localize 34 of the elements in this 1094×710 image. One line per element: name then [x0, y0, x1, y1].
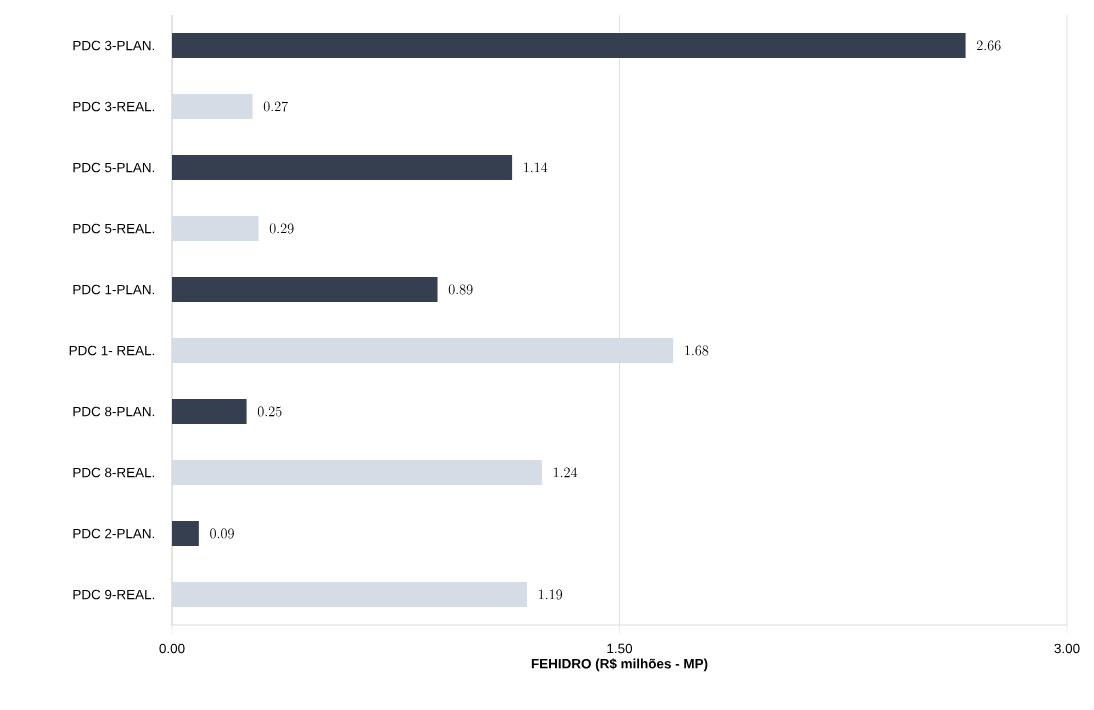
- y-tick-label: PDC 8-PLAN.: [73, 406, 155, 417]
- bar: [172, 155, 513, 180]
- bar: [172, 521, 199, 546]
- x-tick-label: 0.00: [159, 643, 185, 654]
- bar: [172, 33, 966, 58]
- y-tick-label: PDC 5-PLAN.: [73, 162, 155, 173]
- bar: [172, 460, 542, 485]
- x-axis-title: FEHIDRO (R$ milhões - MP): [531, 658, 708, 672]
- y-tick-label: PDC 5-REAL.: [73, 223, 155, 234]
- y-tick-label: PDC 1- REAL.: [69, 345, 155, 356]
- data-label: 0.29: [269, 223, 294, 234]
- bar: [172, 338, 674, 363]
- bar: [172, 582, 528, 608]
- bar: [172, 277, 438, 302]
- data-label: 0.09: [210, 528, 234, 539]
- bar: [172, 216, 259, 241]
- data-label: 0.89: [448, 284, 473, 295]
- x-tick-label: 3.00: [1054, 643, 1080, 654]
- data-label: 0.25: [257, 406, 282, 417]
- y-tick-label: PDC 2-PLAN.: [73, 528, 155, 539]
- y-tick-label: PDC 8-REAL.: [73, 467, 155, 478]
- data-label: 2.66: [976, 40, 1001, 51]
- data-label: 1 .68: [685, 345, 709, 356]
- y-tick-label: PDC 3-REAL.: [73, 101, 155, 112]
- y-tick-label: PDC 9-REAL.: [73, 589, 155, 600]
- y-tick-label: PDC 1-PLAN.: [73, 284, 155, 295]
- bar: [172, 399, 247, 424]
- data-label: 1 .24: [553, 467, 578, 478]
- data-label: 1 . 14: [524, 162, 548, 173]
- y-tick-label: PDC 3-PLAN.: [73, 40, 155, 51]
- x-tick-label: 1.50: [607, 643, 633, 654]
- data-label: 1 . 19: [539, 589, 563, 600]
- data-label: 0.27: [263, 101, 288, 112]
- bar: [172, 94, 253, 119]
